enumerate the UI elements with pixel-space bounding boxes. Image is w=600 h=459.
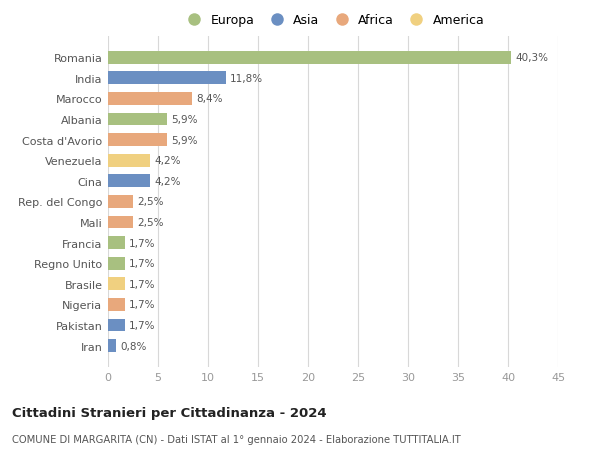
Bar bbox=[108, 175, 150, 188]
Bar bbox=[108, 340, 116, 352]
Text: 1,7%: 1,7% bbox=[129, 320, 155, 330]
Text: 11,8%: 11,8% bbox=[230, 74, 263, 84]
Text: 1,7%: 1,7% bbox=[129, 300, 155, 310]
Bar bbox=[108, 298, 125, 311]
Text: 1,7%: 1,7% bbox=[129, 238, 155, 248]
Text: 1,7%: 1,7% bbox=[129, 258, 155, 269]
Text: 2,5%: 2,5% bbox=[137, 218, 163, 228]
Bar bbox=[108, 319, 125, 332]
Bar bbox=[108, 216, 133, 229]
Text: 5,9%: 5,9% bbox=[171, 115, 197, 125]
Bar bbox=[108, 237, 125, 249]
Text: 4,2%: 4,2% bbox=[154, 176, 181, 186]
Text: Cittadini Stranieri per Cittadinanza - 2024: Cittadini Stranieri per Cittadinanza - 2… bbox=[12, 406, 326, 419]
Text: 40,3%: 40,3% bbox=[515, 53, 548, 63]
Bar bbox=[108, 257, 125, 270]
Bar bbox=[108, 278, 125, 291]
Text: 5,9%: 5,9% bbox=[171, 135, 197, 146]
Bar bbox=[108, 196, 133, 208]
Text: 1,7%: 1,7% bbox=[129, 279, 155, 289]
Text: COMUNE DI MARGARITA (CN) - Dati ISTAT al 1° gennaio 2024 - Elaborazione TUTTITAL: COMUNE DI MARGARITA (CN) - Dati ISTAT al… bbox=[12, 434, 461, 444]
Bar bbox=[108, 93, 192, 106]
Text: 8,4%: 8,4% bbox=[196, 94, 223, 104]
Bar bbox=[108, 155, 150, 167]
Text: 0,8%: 0,8% bbox=[120, 341, 146, 351]
Text: 2,5%: 2,5% bbox=[137, 197, 163, 207]
Bar bbox=[108, 72, 226, 85]
Bar bbox=[108, 52, 511, 64]
Text: 4,2%: 4,2% bbox=[154, 156, 181, 166]
Legend: Europa, Asia, Africa, America: Europa, Asia, Africa, America bbox=[182, 14, 484, 27]
Bar bbox=[108, 134, 167, 147]
Bar bbox=[108, 113, 167, 126]
